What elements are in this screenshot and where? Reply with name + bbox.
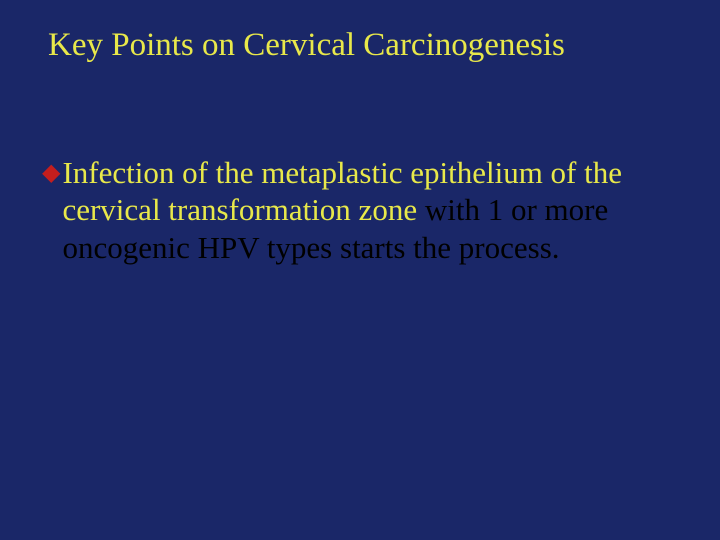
slide-container: Key Points on Cervical Carcinogenesis ◆ … [0,0,720,540]
slide-body: ◆ Infection of the metaplastic epitheliu… [40,154,680,267]
bullet-text: Infection of the metaplastic epithelium … [62,154,670,267]
slide-title: Key Points on Cervical Carcinogenesis [48,26,680,66]
diamond-bullet-icon: ◆ [42,158,60,189]
bullet-item: ◆ Infection of the metaplastic epitheliu… [42,154,670,267]
